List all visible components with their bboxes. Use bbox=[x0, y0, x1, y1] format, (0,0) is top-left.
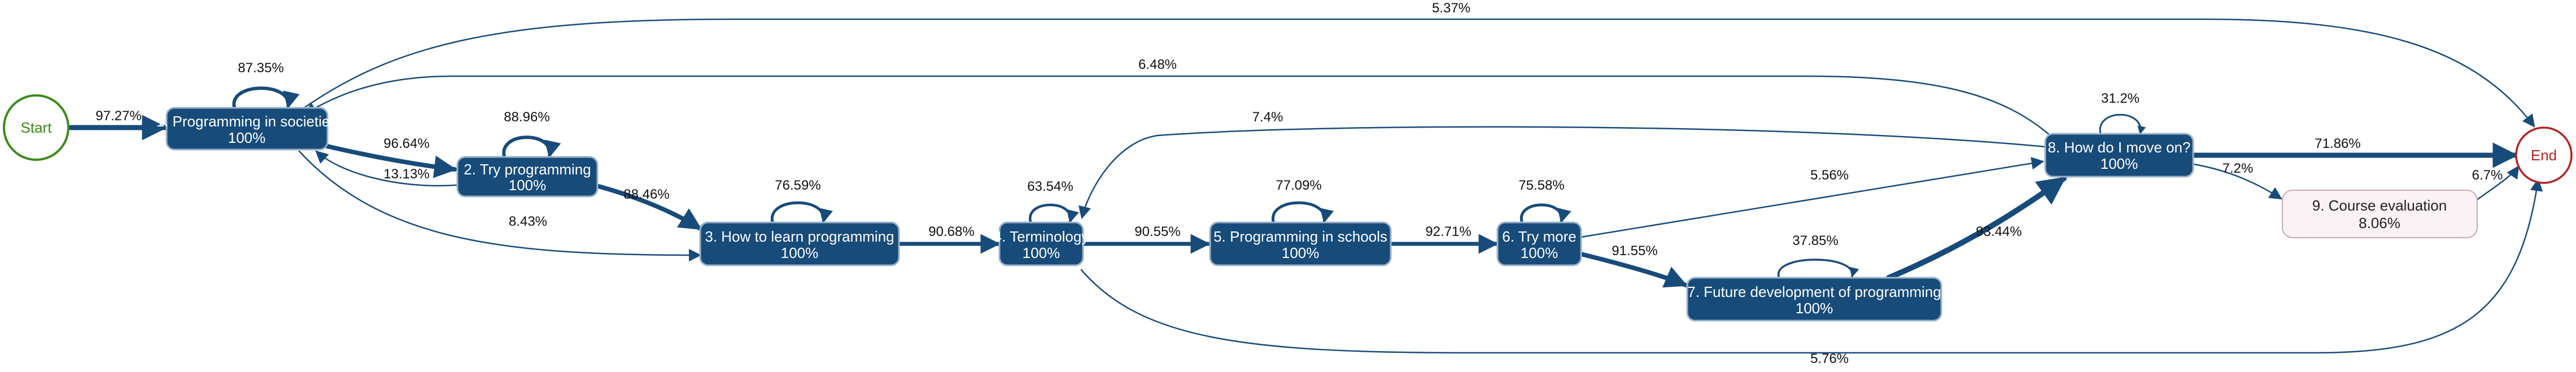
edge-n2-to-n1 bbox=[315, 150, 457, 187]
node-n8[interactable]: 8. How do I move on? 100% bbox=[2044, 133, 2194, 178]
node-n1[interactable]: 1. Programming in societies 100% bbox=[156, 107, 338, 151]
edge-label-n8-end: 71.86% bbox=[2315, 136, 2360, 151]
loop-n2 bbox=[502, 135, 561, 158]
node-n4-name: 4. Terminology bbox=[994, 228, 1089, 245]
node-n4[interactable]: 4. Terminology 100% bbox=[994, 221, 1089, 266]
start-node-label: Start bbox=[21, 119, 53, 136]
loop-n5 bbox=[1272, 201, 1334, 224]
loop-n1 bbox=[232, 86, 300, 109]
edge-label-n4-end: 5.76% bbox=[1810, 351, 1849, 366]
end-node[interactable]: End bbox=[2515, 126, 2573, 184]
node-n6-value: 100% bbox=[1521, 244, 1558, 261]
node-n3-value: 100% bbox=[781, 244, 819, 261]
node-n7-name: 7. Future development of programming bbox=[1687, 283, 1941, 300]
edge-label-n6-loop: 75.58% bbox=[1518, 178, 1564, 193]
node-n4-value: 100% bbox=[1023, 244, 1060, 261]
node-n7[interactable]: 7. Future development of programming 100… bbox=[1686, 277, 1942, 322]
edge-n9-to-end bbox=[2475, 165, 2520, 202]
edge-label-n2-n3: 88.46% bbox=[623, 187, 669, 202]
edge-n2-to-n3 bbox=[596, 184, 702, 231]
edge-n8-to-n4 bbox=[1079, 126, 2046, 220]
edge-n8-to-n1 bbox=[304, 75, 2057, 141]
edge-n6-to-n7 bbox=[1579, 252, 1688, 288]
node-n5-name: 5. Programming in schools bbox=[1213, 228, 1387, 245]
edge-label-n7-loop: 37.85% bbox=[1792, 233, 1838, 248]
node-n9-value: 8.06% bbox=[2359, 215, 2400, 231]
edge-n1-to-n3 bbox=[298, 150, 702, 262]
edge-label-n3-n4: 90.68% bbox=[928, 224, 974, 239]
edge-label-n4-loop: 63.54% bbox=[1027, 179, 1073, 194]
edge-label-n4-n5: 90.55% bbox=[1134, 224, 1180, 239]
node-n2-value: 100% bbox=[509, 177, 547, 194]
edge-label-n3-loop: 76.59% bbox=[775, 178, 820, 193]
node-n1-name: 1. Programming in societies bbox=[156, 113, 338, 130]
loop-n4 bbox=[1029, 203, 1079, 224]
node-n6-name: 6. Try more bbox=[1502, 228, 1576, 245]
node-n3-name: 3. How to learn programming bbox=[705, 228, 894, 245]
edge-n6-to-n8 bbox=[1580, 157, 2045, 238]
node-n3[interactable]: 3. How to learn programming 100% bbox=[699, 221, 900, 266]
start-node[interactable]: Start bbox=[3, 94, 69, 161]
edge-n1-to-n2 bbox=[322, 143, 457, 178]
loop-n3 bbox=[771, 201, 833, 224]
edge-label-n5-loop: 77.09% bbox=[1276, 178, 1321, 193]
edge-label-n1-n2: 96.64% bbox=[383, 136, 429, 151]
node-n2-name: 2. Try programming bbox=[464, 161, 591, 178]
node-n7-value: 100% bbox=[1796, 300, 1833, 317]
edge-label-n5-n6: 92.71% bbox=[1425, 224, 1471, 239]
edge-n1-to-end bbox=[304, 18, 2535, 128]
end-node-label: End bbox=[2531, 147, 2557, 164]
edge-label-n9-end: 6.7% bbox=[2472, 168, 2503, 183]
edge-label-n8-n4: 7.4% bbox=[1252, 110, 1283, 125]
edge-label-n2-loop: 88.96% bbox=[504, 110, 549, 125]
edge-label-start-n1: 97.27% bbox=[95, 108, 141, 124]
node-n1-value: 100% bbox=[228, 129, 266, 146]
node-n9-name: 9. Course evaluation bbox=[2312, 197, 2447, 214]
node-n8-value: 100% bbox=[2101, 155, 2138, 172]
edge-label-n1-end: 5.37% bbox=[1432, 1, 1470, 16]
edge-label-n8-n9: 7.2% bbox=[2223, 161, 2254, 176]
node-n5[interactable]: 5. Programming in schools 100% bbox=[1209, 221, 1392, 266]
edge-label-n2-n1: 13.13% bbox=[383, 167, 429, 182]
node-n8-name: 8. How do I move on? bbox=[2048, 139, 2191, 156]
node-n9[interactable]: 9. Course evaluation 8.06% bbox=[2282, 190, 2478, 238]
edge-label-n1-n3: 8.43% bbox=[509, 214, 547, 229]
loop-n6 bbox=[1520, 203, 1571, 224]
edge-label-n7-n8: 93.44% bbox=[1976, 224, 2021, 239]
edge-label-n1-loop: 87.35% bbox=[238, 60, 283, 76]
edge-label-n8-loop: 31.2% bbox=[2101, 91, 2140, 106]
edge-n4-to-end bbox=[1080, 178, 2543, 354]
edge-n7-to-n8 bbox=[1886, 176, 2067, 281]
edge-label-n8-n1: 6.48% bbox=[1138, 57, 1177, 72]
loop-n7 bbox=[1778, 259, 1859, 278]
edge-n8-to-n9 bbox=[2190, 163, 2282, 200]
loop-n8 bbox=[2099, 113, 2146, 135]
node-n2[interactable]: 2. Try programming 100% bbox=[456, 156, 599, 198]
node-n6[interactable]: 6. Try more 100% bbox=[1496, 221, 1582, 266]
edge-label-n6-n8: 5.56% bbox=[1810, 168, 1849, 183]
edge-label-n6-n7: 91.55% bbox=[1612, 243, 1657, 259]
node-n5-value: 100% bbox=[1282, 244, 1320, 261]
